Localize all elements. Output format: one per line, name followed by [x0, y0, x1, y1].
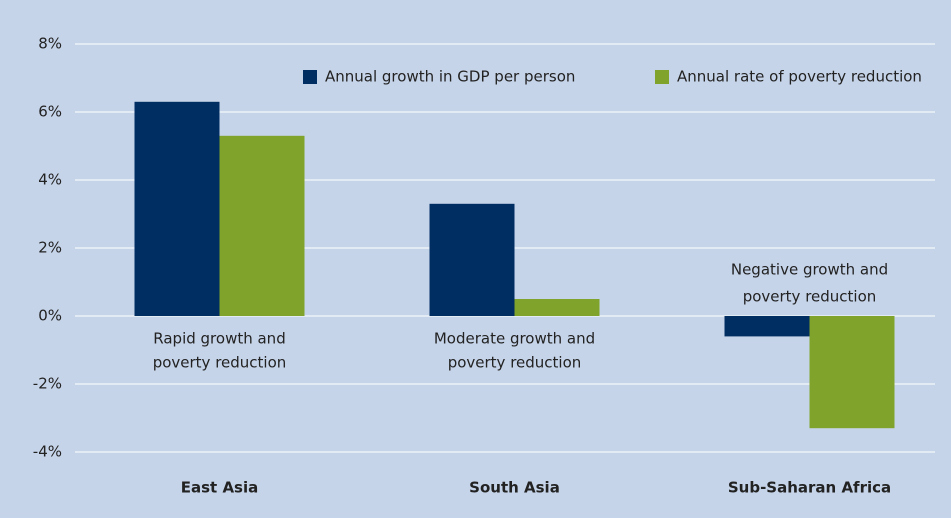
bar: [809, 316, 895, 429]
bar: [724, 316, 810, 337]
annotation: Moderate growth and: [434, 330, 595, 348]
y-tick-label: 0%: [38, 307, 62, 325]
annotation: Negative growth and: [731, 261, 888, 279]
y-tick-label: 8%: [38, 35, 62, 53]
bar: [514, 299, 600, 316]
x-tick-label: South Asia: [469, 479, 560, 497]
annotation: poverty reduction: [743, 288, 877, 306]
annotation: poverty reduction: [448, 354, 582, 372]
bar: [429, 203, 515, 316]
y-tick-label: -4%: [33, 443, 62, 461]
legend-label: Annual rate of poverty reduction: [677, 68, 922, 86]
y-tick-label: 6%: [38, 103, 62, 121]
x-tick-label: East Asia: [181, 479, 259, 497]
annotation: Rapid growth and: [153, 330, 285, 348]
y-tick-label: -2%: [33, 375, 62, 393]
y-tick-label: 2%: [38, 239, 62, 257]
bar: [134, 101, 220, 316]
legend-label: Annual growth in GDP per person: [325, 68, 575, 86]
x-tick-label: Sub-Saharan Africa: [728, 479, 891, 497]
annotation: poverty reduction: [153, 354, 287, 372]
y-tick-label: 4%: [38, 171, 62, 189]
bar: [219, 135, 305, 316]
legend-swatch: [303, 70, 317, 84]
legend-swatch: [655, 70, 669, 84]
